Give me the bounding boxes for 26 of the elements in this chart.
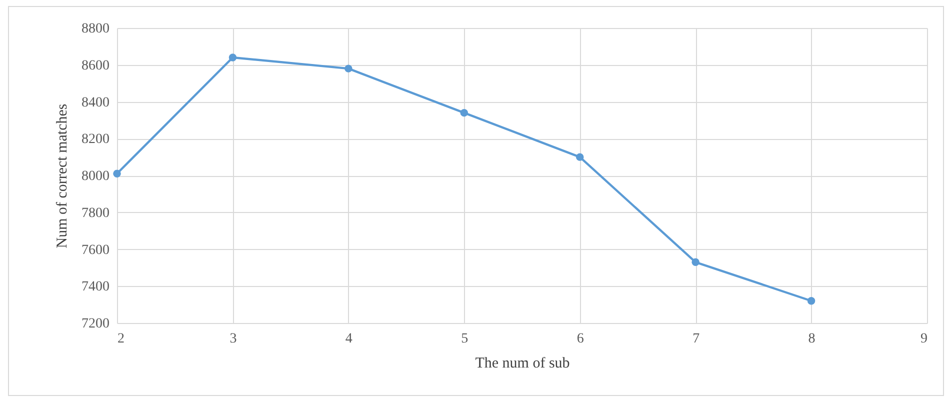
point bbox=[692, 258, 700, 266]
x-tick-label: 5 bbox=[461, 332, 468, 346]
y-tick-label: 7400 bbox=[82, 280, 110, 295]
point bbox=[807, 297, 816, 305]
point bbox=[344, 64, 352, 72]
y-tick-label: 8400 bbox=[82, 95, 110, 110]
y-tick-label: 7200 bbox=[82, 316, 110, 332]
y-tick-label: 8200 bbox=[82, 132, 110, 148]
x-axis-title: The num of sub bbox=[475, 356, 570, 372]
y-tick-label: 7800 bbox=[82, 206, 110, 221]
y-tick-label: 7600 bbox=[82, 242, 110, 258]
x-tick-label: 7 bbox=[692, 332, 700, 346]
x-tick-label: 2 bbox=[118, 332, 124, 346]
point bbox=[460, 108, 468, 117]
y-tick-label: 8600 bbox=[82, 58, 110, 74]
point bbox=[113, 170, 121, 178]
point bbox=[228, 54, 237, 62]
y-axis-title: Num of correct matches bbox=[54, 104, 70, 248]
y-tick-label: 8800 bbox=[82, 22, 110, 36]
x-tick-label: 9 bbox=[920, 332, 928, 346]
x-tick-label: 3 bbox=[230, 332, 237, 346]
x-tick-label: 4 bbox=[345, 332, 352, 346]
point bbox=[576, 153, 584, 161]
x-tick-label: 6 bbox=[576, 332, 584, 346]
y-tick-label: 8000 bbox=[82, 169, 110, 184]
x-tick-label: 8 bbox=[808, 332, 816, 346]
